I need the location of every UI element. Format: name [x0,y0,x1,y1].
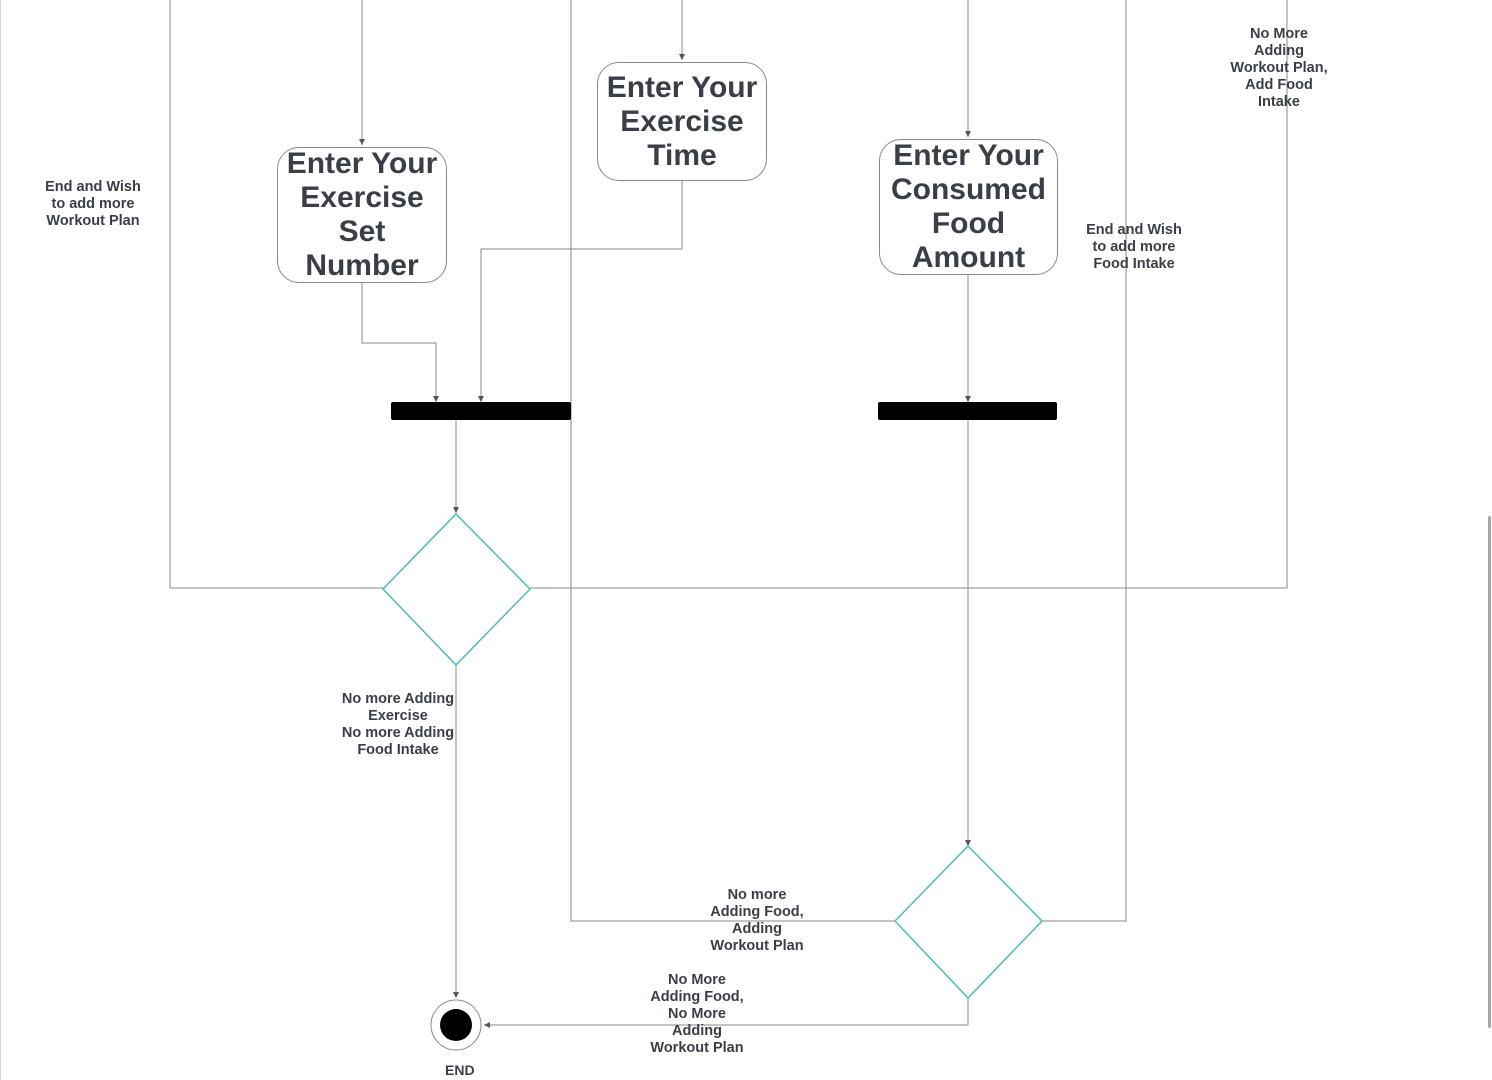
flow-set-number-to-join [361,283,439,402]
activity-enter-exercise-time[interactable]: Enter Your Exercise Time [597,62,767,181]
join-bar-workout [391,402,571,420]
label-end-wish-workout: End and Wish to add more Workout Plan [45,179,141,229]
canvas-left-border [0,0,1,1080]
label-no-more-food-no-more-workout: No More Adding Food, No More Adding Work… [650,972,744,1056]
activity-enter-set-number[interactable]: Enter Your Exercise Set Number [277,147,447,283]
activity-enter-food-amount[interactable]: Enter Your Consumed Food Amount [879,139,1058,275]
label-end-wish-food: End and Wish to add more Food Intake [1086,222,1182,272]
vertical-scrollbar[interactable] [1488,516,1491,1028]
flow-end-wish-workout-loop [169,0,384,589]
flow-end-wish-food-loop [1042,0,1127,922]
flow-no-more-workout-add-food [530,0,1288,589]
end-node-core [440,1009,472,1041]
label-no-more-food-workout-lower: No more Adding Food, Adding Workout Plan [710,887,804,954]
flow-decision-2-to-end [484,998,969,1028]
join-bar-food [878,402,1057,420]
decision-food [893,844,1044,1000]
flow-exercise-time-to-join [478,181,683,402]
end-label: END [445,1062,475,1078]
label-no-more-exercise-food: No more Adding Exercise No more Adding F… [341,691,455,758]
decision-workout [381,512,532,667]
flow-lower-return [570,0,895,922]
label-no-more-workout-add-food: No More Adding Workout Plan, Add Food In… [1230,26,1328,110]
